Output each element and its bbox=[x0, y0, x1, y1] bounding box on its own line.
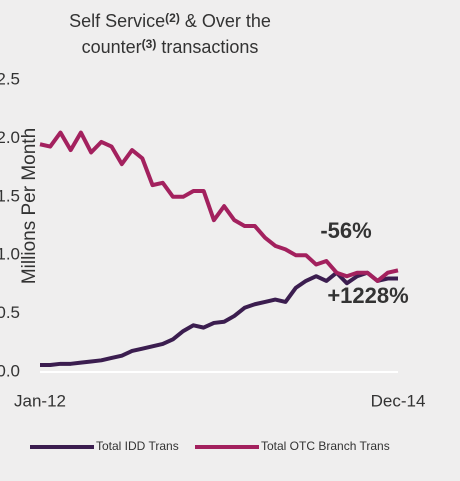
chart-title: counter(3) transactions bbox=[82, 37, 259, 57]
y-tick-label: 1.0 bbox=[0, 245, 20, 264]
legend-label: Total OTC Branch Trans bbox=[261, 439, 390, 453]
y-axis-title: Millions Per Month bbox=[19, 128, 40, 284]
chart-title: Self Service(2) & Over the bbox=[69, 11, 271, 31]
x-tick-label: Jan-12 bbox=[14, 391, 66, 410]
legend-label: Total IDD Trans bbox=[96, 439, 179, 453]
x-tick-label: Dec-14 bbox=[371, 391, 426, 410]
y-tick-label: 0.5 bbox=[0, 303, 20, 322]
annotation: +1228% bbox=[327, 283, 408, 308]
line-series bbox=[39, 130, 399, 283]
y-tick-label: 0.0 bbox=[0, 361, 20, 380]
y-tick-label: 2.0 bbox=[0, 128, 20, 147]
y-tick-label: 2.5 bbox=[0, 69, 20, 88]
y-tick-label: 1.5 bbox=[0, 186, 20, 205]
annotation: -56% bbox=[320, 218, 371, 243]
